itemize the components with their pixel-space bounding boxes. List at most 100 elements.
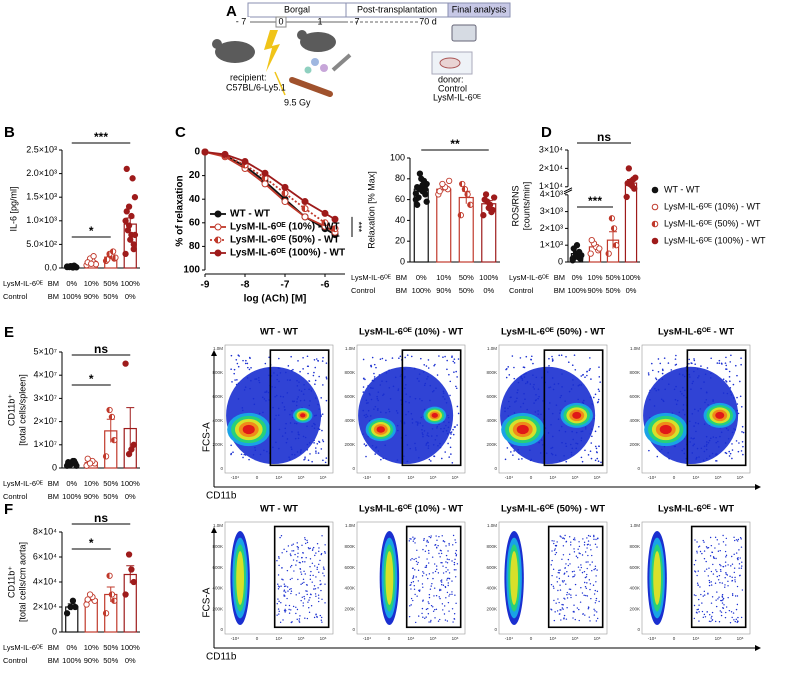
x-tick-label: 10⁴ [408, 636, 415, 641]
density-plot [643, 354, 745, 465]
data-point [587, 250, 594, 257]
data-point [331, 225, 339, 233]
event-dot [741, 440, 744, 443]
event-dot [598, 425, 600, 428]
event-dot [725, 572, 727, 574]
row-unit: BM [48, 492, 59, 501]
event-dot [559, 589, 562, 591]
x-tick-label: 10⁶ [320, 475, 327, 480]
event-dot [455, 370, 457, 373]
event-dot [580, 564, 582, 566]
event-dot [283, 594, 285, 596]
event-dot [415, 557, 417, 560]
event-dot [443, 613, 446, 615]
panel-label: B [4, 124, 15, 141]
syringe-icon [331, 53, 352, 72]
event-dot [705, 568, 708, 570]
event-dot [736, 620, 739, 622]
event-dot [297, 556, 299, 558]
event-dot [551, 550, 553, 552]
event-dot [694, 559, 697, 562]
y-axis-label: FCS-A [202, 422, 213, 452]
event-dot [308, 607, 310, 609]
event-dot [440, 589, 442, 591]
x-tick-label: -10⁴ [648, 475, 657, 480]
event-dot [582, 538, 584, 540]
event-dot [316, 615, 318, 618]
event-dot [452, 534, 455, 537]
data-point [67, 603, 74, 611]
event-dot [440, 584, 443, 586]
event-dot [297, 360, 299, 362]
event-dot [287, 590, 289, 592]
event-dot [688, 362, 690, 365]
event-dot [566, 607, 568, 609]
row-cell: 50% [103, 643, 118, 652]
event-dot [230, 368, 232, 371]
y-tick-label: 1.0M [630, 523, 640, 528]
event-dot [445, 545, 447, 547]
event-dot [572, 576, 574, 578]
event-dot [244, 362, 247, 365]
y-tick-label: 800K [486, 370, 497, 375]
event-dot [440, 579, 443, 581]
event-dot [556, 576, 558, 578]
event-dot [282, 579, 284, 581]
event-dot [248, 356, 251, 359]
event-dot [286, 569, 289, 572]
event-dot [428, 552, 430, 554]
event-dot [430, 585, 432, 587]
event-dot [598, 445, 600, 448]
event-dot [562, 604, 564, 606]
density-plot [358, 354, 460, 465]
event-dot [719, 610, 721, 612]
event-dot [456, 424, 458, 426]
event-dot [582, 374, 584, 376]
panel-a: A Borgal Post-transplantation Final anal… [212, 2, 511, 107]
event-dot [731, 555, 733, 558]
event-dot [408, 615, 411, 618]
row-cell: 0% [572, 273, 583, 282]
event-dot [647, 372, 650, 374]
row-cell: 100% [479, 273, 499, 282]
event-dot [276, 614, 278, 616]
event-dot [595, 599, 597, 602]
event-dot [588, 579, 591, 581]
event-dot [560, 609, 562, 611]
event-dot [455, 555, 457, 557]
row-unit: BM [48, 656, 59, 665]
y-tick-label: 600K [344, 565, 355, 570]
event-dot [434, 363, 436, 366]
event-dot [399, 355, 402, 358]
event-dot [441, 562, 443, 564]
event-dot [714, 582, 717, 584]
event-dot [321, 535, 323, 537]
row-label: LysM-IL-6ᴼᴱ [3, 479, 43, 488]
event-dot [448, 610, 450, 612]
event-dot [568, 593, 570, 595]
y-tick-label: 600K [212, 565, 223, 570]
event-dot [321, 413, 324, 415]
y-tick-label: 0 [637, 466, 640, 471]
event-dot [302, 552, 304, 554]
event-dot [435, 608, 438, 611]
event-dot [725, 606, 728, 608]
event-dot [722, 599, 724, 601]
x-tick-label: 10⁴ [693, 636, 700, 641]
event-dot [430, 619, 432, 622]
event-dot [588, 369, 591, 372]
event-dot [295, 594, 297, 596]
event-dot [571, 570, 574, 573]
y-tick-label: 1.0M [630, 346, 640, 351]
event-dot [435, 565, 438, 567]
event-dot [325, 457, 328, 459]
event-dot [325, 362, 328, 364]
event-dot [584, 449, 586, 452]
event-dot [702, 595, 704, 597]
event-dot [379, 358, 382, 360]
event-dot [731, 576, 733, 579]
event-dot [455, 385, 457, 388]
y-axis-label: Relaxation [% Max] [366, 171, 376, 249]
density [572, 411, 582, 419]
